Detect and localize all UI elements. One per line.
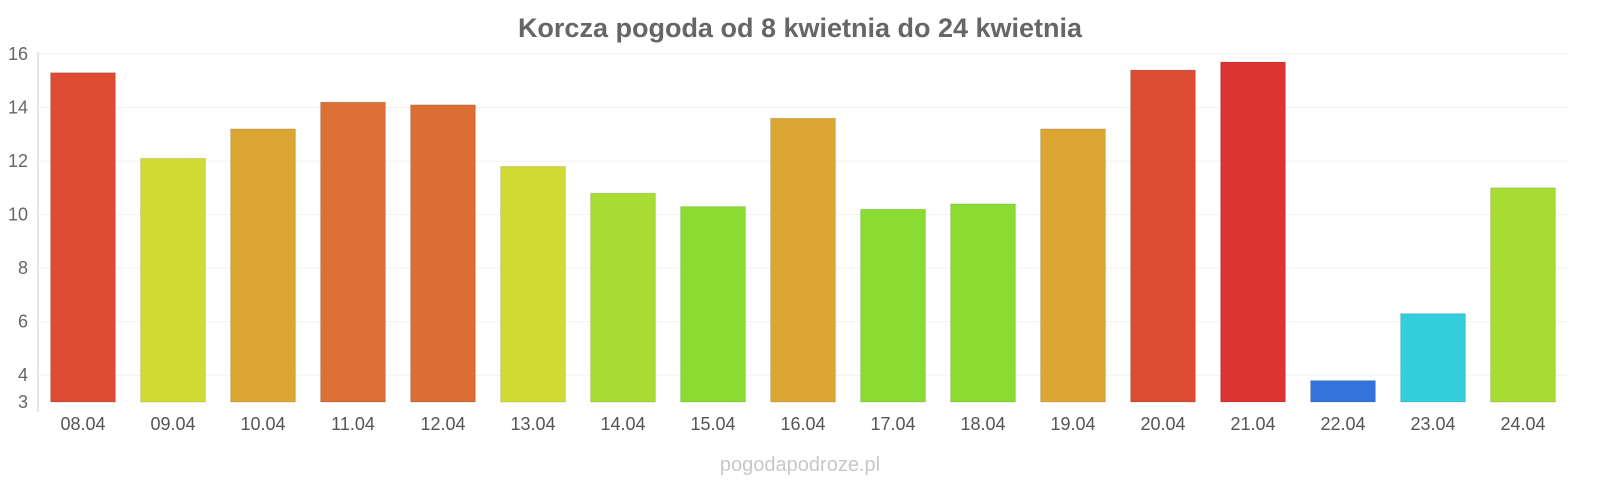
x-tick-label: 22.04 — [1320, 414, 1365, 434]
bar-14.04 — [590, 192, 656, 403]
x-tick-label: 15.04 — [690, 414, 735, 434]
bar-16.04 — [770, 117, 836, 403]
y-tick-label: 14 — [8, 98, 28, 118]
y-tick-label: 8 — [18, 258, 28, 278]
bar-23.04 — [1400, 313, 1466, 403]
y-tick-label: 4 — [18, 365, 28, 385]
x-tick-label: 23.04 — [1410, 414, 1455, 434]
bar-11.04 — [320, 101, 386, 403]
y-tick-label: 16 — [8, 44, 28, 64]
bars — [50, 61, 1556, 403]
bar-20.04 — [1130, 69, 1196, 403]
bar-10.04 — [230, 128, 296, 403]
bar-21.04 — [1220, 61, 1286, 403]
x-tick-label: 09.04 — [150, 414, 195, 434]
y-axis: 3 4 6 8 10 12 14 16 — [8, 44, 39, 412]
y-tick-label: 10 — [8, 205, 28, 225]
bar-09.04 — [140, 157, 206, 403]
x-axis: 08.04 09.04 10.04 11.04 12.04 13.04 14.04 15.04… — [60, 414, 1545, 434]
bar-08.04 — [50, 72, 116, 403]
y-tick-label: 3 — [18, 392, 28, 412]
y-tick-label: 12 — [8, 151, 28, 171]
bar-17.04 — [860, 208, 926, 403]
bar-22.04 — [1310, 380, 1376, 403]
x-tick-label: 21.04 — [1230, 414, 1275, 434]
x-tick-label: 10.04 — [240, 414, 285, 434]
bar-12.04 — [410, 104, 476, 403]
x-tick-label: 12.04 — [420, 414, 465, 434]
x-tick-label: 20.04 — [1140, 414, 1185, 434]
x-tick-label: 18.04 — [960, 414, 1005, 434]
bar-18.04 — [950, 203, 1016, 403]
bar-15.04 — [680, 206, 746, 403]
x-tick-label: 24.04 — [1500, 414, 1545, 434]
bar-13.04 — [500, 165, 566, 403]
bar-19.04 — [1040, 128, 1106, 403]
y-tick-label: 6 — [18, 312, 28, 332]
x-tick-label: 14.04 — [600, 414, 645, 434]
x-tick-label: 19.04 — [1050, 414, 1095, 434]
watermark-text: pogodapodroze.pl — [720, 454, 880, 476]
x-tick-label: 08.04 — [60, 414, 105, 434]
x-tick-label: 11.04 — [331, 414, 375, 434]
x-tick-label: 16.04 — [780, 414, 825, 434]
chart-title: Korcza pogoda od 8 kwietnia do 24 kwietn… — [518, 13, 1083, 43]
x-tick-label: 17.04 — [870, 414, 915, 434]
x-tick-label: 13.04 — [510, 414, 555, 434]
bar-24.04 — [1490, 187, 1556, 403]
